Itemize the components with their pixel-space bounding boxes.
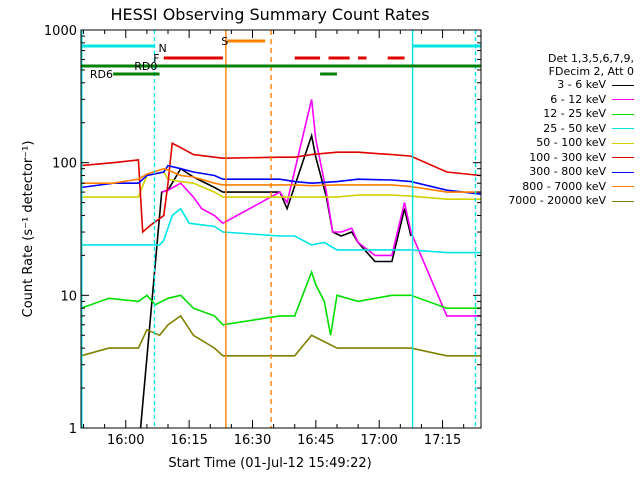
x-tick-label: 17:15 (424, 433, 461, 448)
legend-entry: 300 - 800 keV (508, 165, 634, 180)
flag-label-n: N (158, 42, 166, 55)
legend-swatch (612, 171, 634, 173)
legend-swatch (612, 186, 634, 188)
series-line-8 (81, 167, 481, 193)
series-line-4 (81, 207, 481, 254)
legend-entry-label: 300 - 800 keV (529, 165, 606, 178)
legend-entry-label: 25 - 50 keV (543, 121, 606, 135)
flag-label-rd0: RD0 (134, 60, 157, 73)
y-tick-label: 100 (52, 157, 77, 172)
legend-entry-label: 800 - 7000 keV (522, 179, 606, 193)
legend-header-2: FDecim 2, Att 0 (548, 65, 634, 78)
flag-label-rd6: RD6 (90, 68, 113, 81)
tick-labels-group: 1 10 100 1000 16:00 16:15 16:30 16:45 17:00 17:15 (44, 24, 461, 448)
chart-title: HESSI Observing Summary Count Rates (110, 5, 429, 24)
series-line-6 (80, 142, 481, 234)
legend-entry-label: 50 - 100 keV (536, 136, 606, 149)
legend-swatch (612, 142, 634, 144)
y-tick-label: 1 (69, 422, 77, 437)
flag-label-f: F (153, 52, 159, 65)
legend-entry: 7000 - 20000 keV (508, 194, 634, 209)
legend-swatch (612, 157, 634, 159)
legend-entry: 12 - 25 keV (508, 107, 634, 122)
series-line-2 (161, 99, 481, 317)
legend-swatch (612, 128, 634, 130)
series-line-3 (80, 269, 481, 336)
x-tick-label: 17:00 (360, 433, 397, 448)
axes-group (80, 29, 482, 429)
legend-entry: 6 - 12 keV (508, 93, 634, 108)
legend-entry: 100 - 300 keV (508, 151, 634, 166)
y-axis-label: Count Rate (s⁻¹ detector⁻¹) (21, 141, 36, 318)
x-tick-label: 16:45 (297, 433, 334, 448)
legend-entry-label: 100 - 300 keV (529, 150, 606, 164)
legend-swatch (612, 84, 634, 86)
legend-entry: 800 - 7000 keV (508, 180, 634, 195)
legend-swatch (612, 113, 634, 115)
legend-entry-label: 3 - 6 keV (557, 78, 606, 91)
legend-entry-label: 7000 - 20000 keV (508, 194, 606, 207)
legend-entry-label: 6 - 12 keV (550, 92, 606, 106)
legend-swatch (612, 200, 634, 202)
x-tick-label: 16:00 (107, 433, 144, 448)
series-line-9 (80, 314, 481, 357)
y-tick-label: 1000 (44, 24, 77, 39)
y-tick-label: 10 (60, 289, 77, 304)
legend-entries: 3 - 6 keV 6 - 12 keV 12 - 25 keV 25 - 50 ke… (508, 78, 634, 209)
data-series-group (80, 30, 481, 429)
legend: Det 1,3,5,6,7,9, FDecim 2, Att 0 3 - 6 k… (508, 52, 634, 209)
flag-label-s: S (221, 35, 228, 48)
legend-entry-label: 12 - 25 keV (543, 107, 606, 120)
x-axis-label: Start Time (01-Jul-12 15:49:22) (168, 456, 371, 471)
legend-entry: 3 - 6 keV (508, 78, 634, 93)
legend-entry: 25 - 50 keV (508, 122, 634, 137)
x-tick-label: 16:30 (234, 433, 271, 448)
series-line-7 (80, 164, 481, 195)
plot-frame (80, 29, 482, 429)
x-tick-label: 16:15 (170, 433, 207, 448)
legend-swatch (612, 99, 634, 101)
legend-header-1: Det 1,3,5,6,7,9, (547, 52, 634, 65)
legend-entry: 50 - 100 keV (508, 136, 634, 151)
series-line-1 (139, 132, 412, 429)
